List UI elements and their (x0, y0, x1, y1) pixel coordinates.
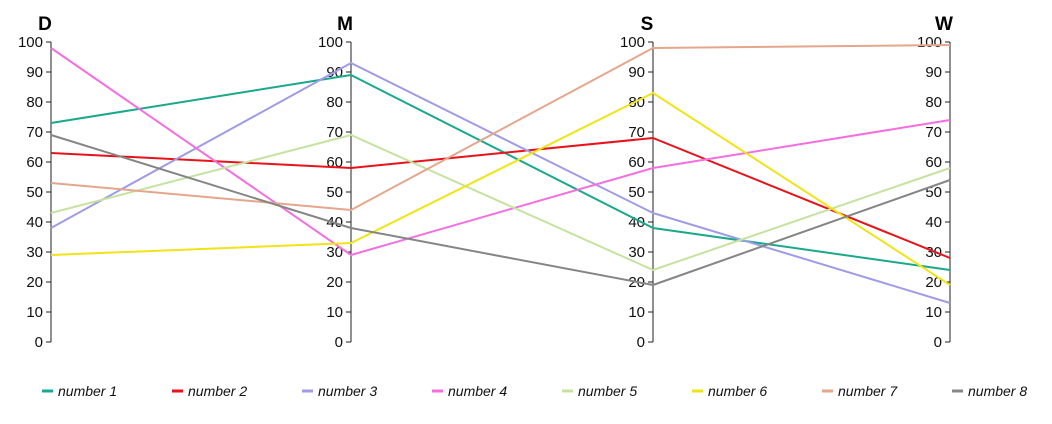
axis-title: M (337, 14, 353, 35)
tick-label: 10 (628, 304, 645, 321)
series-line-number-8 (50, 134, 951, 286)
legend-label: number 1 (58, 383, 117, 399)
tick-label: 20 (326, 274, 343, 291)
tick-label: 30 (326, 244, 343, 261)
tick-label: 80 (326, 94, 343, 111)
tick-label: 20 (925, 274, 942, 291)
axes-layer: 0102030405060708090100D01020304050607080… (18, 14, 953, 351)
series-layer (50, 44, 951, 304)
legend-label: number 4 (448, 383, 507, 399)
legend-item-number-2: number 2 (172, 383, 247, 399)
tick-label: 50 (26, 184, 43, 201)
tick-label: 70 (925, 124, 942, 141)
tick-label: 40 (925, 214, 942, 231)
series-line-number-2 (50, 137, 951, 259)
legend-item-number-5: number 5 (562, 383, 637, 399)
legend-item-number-1: number 1 (42, 383, 117, 399)
tick-label: 40 (26, 214, 43, 231)
series-line-number-3 (50, 62, 951, 304)
tick-label: 70 (326, 124, 343, 141)
tick-label: 30 (925, 244, 942, 261)
legend-label: number 3 (318, 383, 377, 399)
tick-label: 100 (620, 34, 645, 51)
tick-label: 30 (26, 244, 43, 261)
legend-label: number 2 (188, 383, 247, 399)
tick-label: 100 (917, 34, 942, 51)
legend-label: number 7 (838, 383, 898, 399)
tick-label: 0 (637, 334, 645, 351)
tick-label: 90 (26, 64, 43, 81)
axis-title: W (935, 14, 953, 35)
tick-label: 0 (934, 334, 942, 351)
series-line-number-5 (50, 134, 951, 271)
legend-item-number-8: number 8 (952, 383, 1027, 399)
tick-label: 80 (628, 94, 645, 111)
legend-item-number-7: number 7 (822, 383, 898, 399)
tick-label: 60 (26, 154, 43, 171)
series-line-number-1 (50, 74, 951, 271)
tick-label: 70 (628, 124, 645, 141)
series-line-number-7 (50, 44, 951, 211)
tick-label: 50 (628, 184, 645, 201)
tick-label: 70 (26, 124, 43, 141)
series-line-number-4 (50, 47, 951, 256)
tick-label: 30 (628, 244, 645, 261)
legend: number 1 number 2 number 3 number 4 number 5… (42, 383, 1027, 399)
legend-item-number-6: number 6 (692, 383, 767, 399)
series-line-number-6 (50, 92, 951, 286)
axis-title: D (38, 14, 52, 35)
tick-label: 100 (18, 34, 43, 51)
axis-title: S (641, 14, 654, 35)
tick-label: 90 (628, 64, 645, 81)
legend-label: number 6 (708, 383, 767, 399)
legend-item-number-4: number 4 (432, 383, 507, 399)
tick-label: 0 (335, 334, 343, 351)
tick-label: 50 (326, 184, 343, 201)
legend-label: number 5 (578, 383, 637, 399)
tick-label: 100 (318, 34, 343, 51)
tick-label: 60 (628, 154, 645, 171)
tick-label: 80 (26, 94, 43, 111)
tick-label: 10 (26, 304, 43, 321)
tick-label: 60 (925, 154, 942, 171)
tick-label: 90 (925, 64, 942, 81)
legend-item-number-3: number 3 (302, 383, 377, 399)
legend-label: number 8 (968, 383, 1027, 399)
tick-label: 10 (326, 304, 343, 321)
tick-label: 80 (925, 94, 942, 111)
tick-label: 20 (26, 274, 43, 291)
tick-label: 0 (35, 334, 43, 351)
tick-label: 10 (925, 304, 942, 321)
